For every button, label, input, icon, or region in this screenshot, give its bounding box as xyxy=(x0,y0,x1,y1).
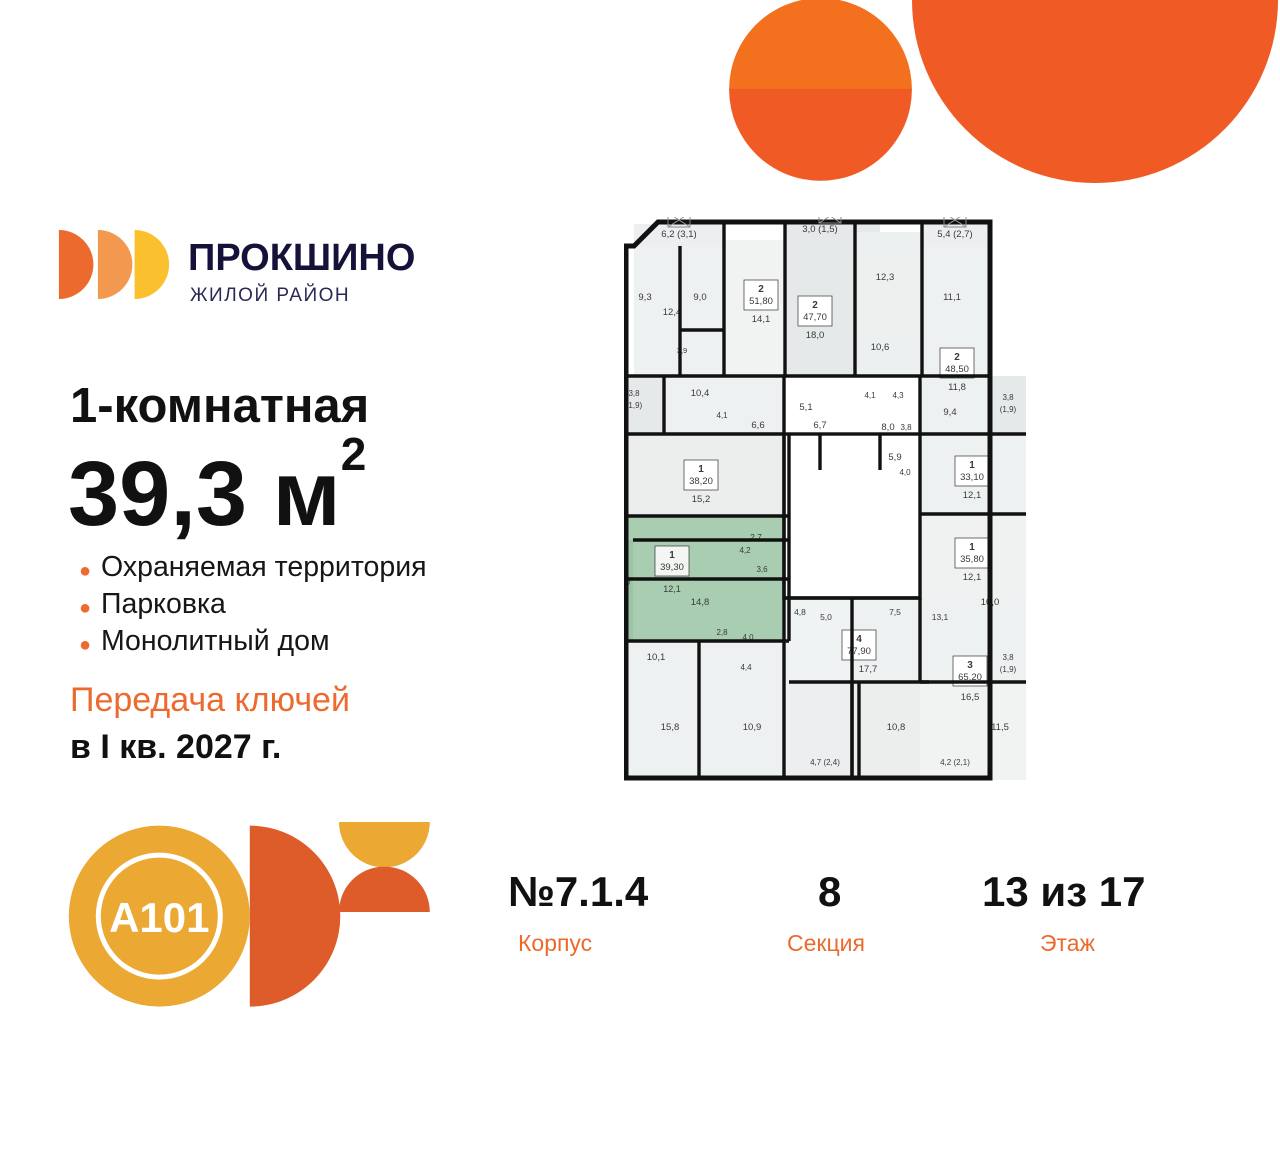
svg-text:4,7 (2,4): 4,7 (2,4) xyxy=(810,758,840,767)
svg-text:51,80: 51,80 xyxy=(749,296,773,307)
svg-text:39,30: 39,30 xyxy=(660,562,684,573)
svg-text:3,8: 3,8 xyxy=(1002,393,1014,402)
svg-text:8,0: 8,0 xyxy=(881,422,894,433)
svg-text:2: 2 xyxy=(758,284,764,295)
svg-text:10,6: 10,6 xyxy=(871,342,890,353)
svg-text:2: 2 xyxy=(954,352,960,363)
svg-text:11,5: 11,5 xyxy=(991,722,1009,733)
svg-text:3,6: 3,6 xyxy=(756,565,768,574)
svg-text:1: 1 xyxy=(969,460,975,471)
svg-text:5,4 (2,7): 5,4 (2,7) xyxy=(937,229,972,240)
svg-text:6,7: 6,7 xyxy=(813,420,826,431)
svg-text:7,5: 7,5 xyxy=(889,607,901,617)
svg-text:10,4: 10,4 xyxy=(691,388,710,399)
svg-text:1: 1 xyxy=(669,550,675,561)
svg-text:5,1: 5,1 xyxy=(799,402,812,413)
svg-text:35,80: 35,80 xyxy=(960,554,984,565)
svg-text:5,0: 5,0 xyxy=(820,612,832,622)
svg-text:1: 1 xyxy=(969,542,975,553)
svg-text:18,0: 18,0 xyxy=(806,330,825,341)
svg-text:1: 1 xyxy=(698,464,704,475)
svg-text:14,1: 14,1 xyxy=(752,314,771,325)
svg-text:14,8: 14,8 xyxy=(691,597,710,608)
svg-text:13,1: 13,1 xyxy=(932,612,949,622)
svg-text:4,3: 4,3 xyxy=(892,391,904,400)
svg-text:3,0 (1,5): 3,0 (1,5) xyxy=(802,224,837,235)
svg-text:12,3: 12,3 xyxy=(876,272,895,283)
svg-text:11,1: 11,1 xyxy=(943,292,961,303)
svg-text:2,8: 2,8 xyxy=(716,628,728,637)
svg-text:15,2: 15,2 xyxy=(692,494,711,505)
svg-text:10,9: 10,9 xyxy=(743,722,762,733)
svg-text:5,9: 5,9 xyxy=(888,452,901,463)
svg-text:6,6: 6,6 xyxy=(751,420,764,431)
svg-text:4,2: 4,2 xyxy=(739,546,751,555)
svg-text:9,4: 9,4 xyxy=(943,407,956,418)
svg-text:12,1: 12,1 xyxy=(663,584,681,594)
svg-text:9,3: 9,3 xyxy=(638,292,651,303)
svg-text:38,20: 38,20 xyxy=(689,476,713,487)
svg-text:4,4: 4,4 xyxy=(740,663,752,672)
svg-text:12,1: 12,1 xyxy=(963,572,982,583)
svg-text:10,1: 10,1 xyxy=(647,652,666,663)
svg-text:3,8: 3,8 xyxy=(900,423,912,432)
svg-text:4,8: 4,8 xyxy=(794,607,806,617)
svg-text:6,2 (3,1): 6,2 (3,1) xyxy=(661,229,696,240)
svg-text:2: 2 xyxy=(812,300,818,311)
svg-text:4,1: 4,1 xyxy=(716,411,728,420)
svg-text:4,2 (2,1): 4,2 (2,1) xyxy=(940,758,970,767)
svg-text:(1,9): (1,9) xyxy=(1000,405,1017,414)
svg-text:10,8: 10,8 xyxy=(887,722,906,733)
svg-text:17,7: 17,7 xyxy=(859,664,878,675)
svg-text:4: 4 xyxy=(856,634,862,645)
svg-text:33,10: 33,10 xyxy=(960,472,984,483)
svg-text:15,8: 15,8 xyxy=(661,722,680,733)
svg-text:48,50: 48,50 xyxy=(945,364,969,375)
svg-text:4,1: 4,1 xyxy=(864,391,876,400)
svg-text:4,0: 4,0 xyxy=(899,468,911,477)
svg-text:12,1: 12,1 xyxy=(963,490,982,501)
svg-text:3,8: 3,8 xyxy=(628,389,640,398)
svg-text:(1,9): (1,9) xyxy=(1000,665,1017,674)
svg-text:16,5: 16,5 xyxy=(961,692,980,703)
svg-text:A101: A101 xyxy=(109,894,209,941)
svg-text:9,0: 9,0 xyxy=(693,292,706,303)
svg-text:3: 3 xyxy=(967,660,973,671)
svg-text:11,8: 11,8 xyxy=(948,382,966,393)
svg-text:47,70: 47,70 xyxy=(803,312,827,323)
svg-text:3,8: 3,8 xyxy=(1002,653,1014,662)
